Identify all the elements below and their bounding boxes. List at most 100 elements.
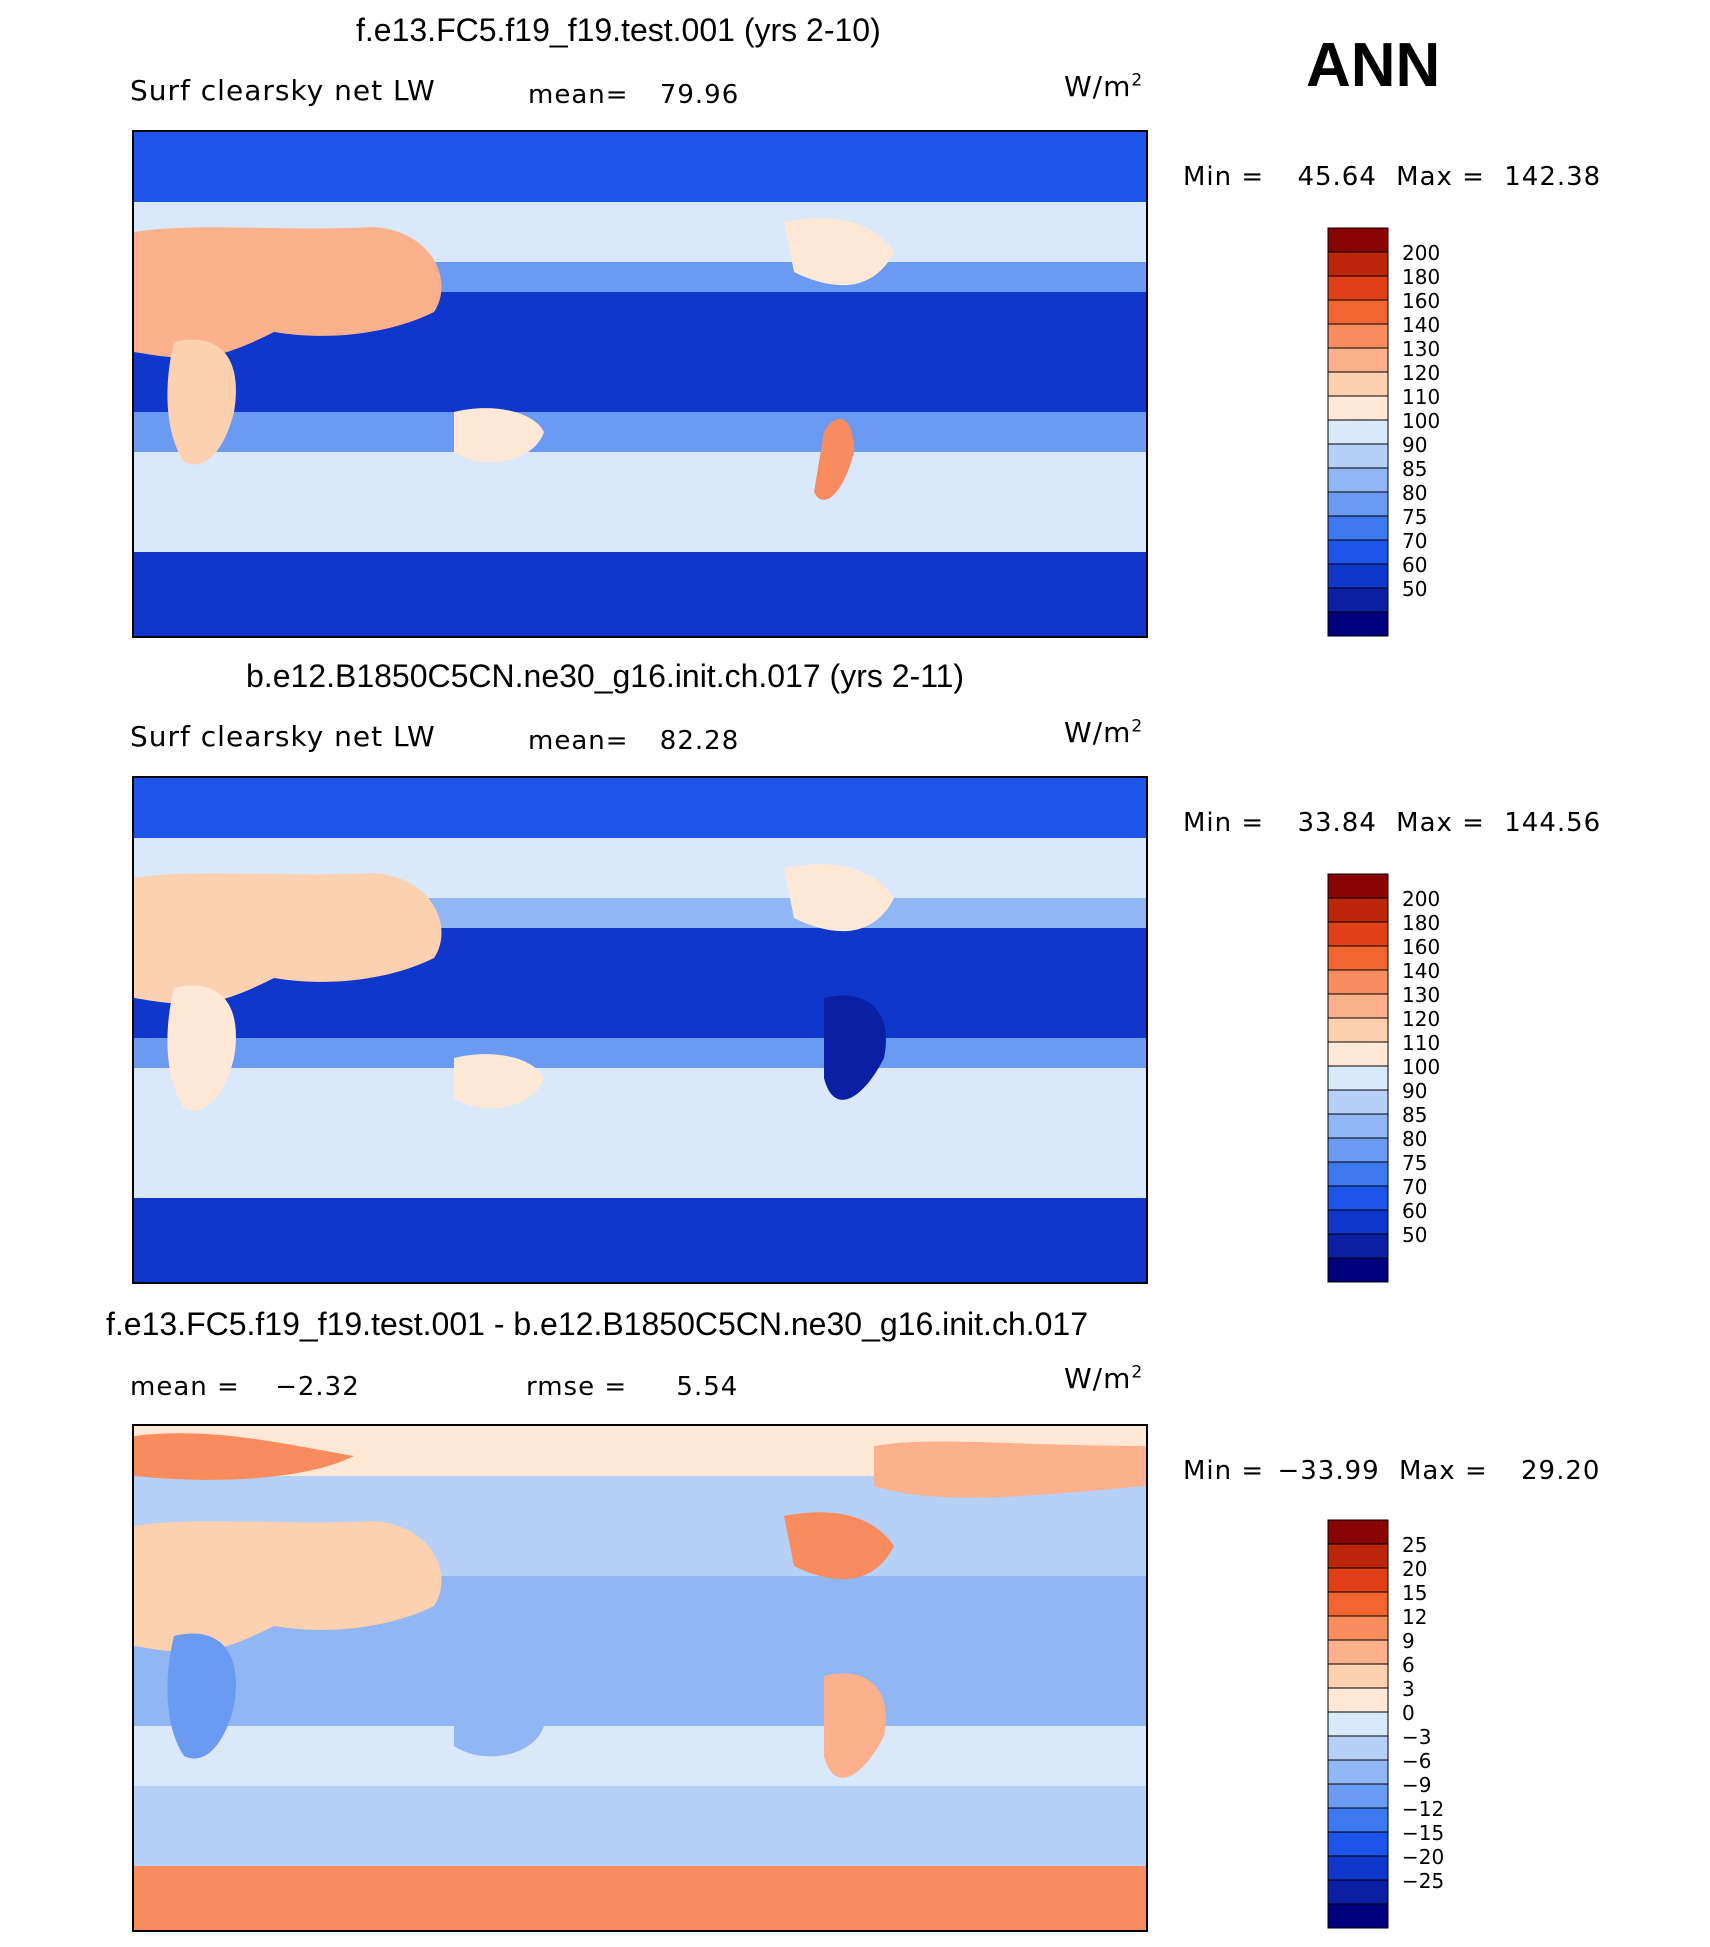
- colorbar-tick-label: 140: [1402, 959, 1440, 983]
- panel2-mean-value: 82.28: [659, 726, 740, 756]
- colorbar-tick-label: 0: [1402, 1701, 1415, 1725]
- panel3-siberia-warm: [134, 1433, 354, 1480]
- panel3-mean-label: mean =: [130, 1372, 240, 1402]
- season-label: ANN: [1306, 31, 1441, 100]
- panel3-mean-value: −2.32: [275, 1372, 360, 1402]
- panel1-units-text: W/m: [1064, 70, 1132, 103]
- colorbar-box: [1327, 587, 1389, 613]
- colorbar-tick-label: 180: [1402, 911, 1440, 935]
- panel1-units: W/m2: [1064, 70, 1143, 103]
- colorbar-tick-label: 15: [1402, 1581, 1427, 1605]
- panel2-eurasia-land: [134, 873, 442, 1004]
- panel1-min-value: 45.64: [1297, 162, 1377, 192]
- panel1-eurasia-land: [134, 227, 442, 358]
- colorbar-tick-label: 130: [1402, 337, 1440, 361]
- panel2-africa-land: [167, 985, 236, 1111]
- panel3-min-value: −33.99: [1277, 1456, 1380, 1486]
- panel1-variable: Surf clearsky net LW: [130, 74, 436, 107]
- colorbar-box: [1327, 873, 1389, 899]
- panel1-map-svg: [134, 132, 1146, 636]
- panel3-greenland-warm: [874, 1441, 1146, 1498]
- panel2-min-value: 33.84: [1297, 808, 1377, 838]
- colorbar-tick-label: −25: [1402, 1869, 1444, 1893]
- colorbar-box: [1327, 467, 1389, 493]
- colorbar-tick-label: 6: [1402, 1653, 1415, 1677]
- colorbar-tick-label: 90: [1402, 1079, 1427, 1103]
- panel2-units: W/m2: [1064, 716, 1143, 749]
- panel2-map-svg: [134, 778, 1146, 1282]
- colorbar-box: [1327, 395, 1389, 421]
- panel1-min-label: Min =: [1183, 162, 1265, 192]
- colorbar-box: [1327, 1879, 1389, 1905]
- panel3-samerica-land: [824, 1673, 886, 1778]
- panel2-mean-label: mean=: [528, 726, 629, 756]
- colorbar-tick-label: 160: [1402, 289, 1440, 313]
- colorbar-tick-label: 75: [1402, 505, 1427, 529]
- panel1-max-label: Max =: [1396, 162, 1485, 192]
- colorbar-box: [1327, 1903, 1389, 1929]
- panel2-arctic-band: [134, 778, 1146, 838]
- panel2-namerica-land: [784, 864, 894, 932]
- colorbar-box: [1327, 969, 1389, 995]
- colorbar-tick-label: 70: [1402, 1175, 1427, 1199]
- panel3-units: W/m2: [1064, 1362, 1143, 1395]
- colorbar-tick-label: 50: [1402, 577, 1427, 601]
- colorbar-box: [1327, 1687, 1389, 1713]
- panel3-australia-land: [454, 1702, 544, 1757]
- colorbar-box: [1327, 611, 1389, 637]
- panel3-mean: mean = −2.32: [130, 1372, 360, 1402]
- colorbar-box: [1327, 275, 1389, 301]
- panel2-units-sup: 2: [1131, 716, 1144, 737]
- panel1-title: f.e13.FC5.f19_f19.test.001 (yrs 2-10): [356, 12, 881, 48]
- colorbar-box: [1327, 323, 1389, 349]
- panel2-samerica-land: [824, 995, 886, 1100]
- colorbar-tick-label: 9: [1402, 1629, 1415, 1653]
- colorbar-box: [1327, 1257, 1389, 1283]
- panel3-units-sup: 2: [1131, 1362, 1144, 1383]
- colorbar-box: [1327, 1807, 1389, 1833]
- panel2-units-text: W/m: [1064, 716, 1132, 749]
- colorbar-box: [1327, 1759, 1389, 1785]
- panel2-min-label: Min =: [1183, 808, 1265, 838]
- colorbar-box: [1327, 1017, 1389, 1043]
- panel3-rmse-label: rmse =: [526, 1372, 628, 1402]
- colorbar-tick-label: 90: [1402, 433, 1427, 457]
- colorbar-tick-label: 80: [1402, 481, 1427, 505]
- panel3-south-band: [134, 1726, 1146, 1786]
- colorbar-tick-label: −12: [1402, 1797, 1444, 1821]
- colorbar-tick-label: 3: [1402, 1677, 1415, 1701]
- panel1-africa-land: [167, 339, 236, 465]
- colorbar-tick-label: 140: [1402, 313, 1440, 337]
- colorbar-box: [1327, 1855, 1389, 1881]
- panel3-map-svg: [134, 1426, 1146, 1930]
- panel1-mean-label: mean=: [528, 80, 629, 110]
- panel1-australia-land: [454, 408, 544, 463]
- colorbar-box: [1327, 1735, 1389, 1761]
- colorbar-box: [1327, 443, 1389, 469]
- colorbar-box: [1327, 347, 1389, 373]
- panel1-mean: mean= 79.96: [528, 80, 739, 110]
- colorbar-box: [1327, 1711, 1389, 1737]
- colorbar-box: [1327, 1065, 1389, 1091]
- colorbar-tick-label: 50: [1402, 1223, 1427, 1247]
- colorbar-box: [1327, 1639, 1389, 1665]
- panel3-colorbar: 25 20 15 12 9 6 3 0 −3 −6 −9 −12 −15 −20 −25: [1327, 1519, 1444, 1929]
- colorbar-box: [1327, 1663, 1389, 1689]
- colorbar-tick-label: 70: [1402, 529, 1427, 553]
- colorbar-tick-label: 85: [1402, 457, 1427, 481]
- colorbar-tick-label: 85: [1402, 1103, 1427, 1127]
- colorbar-box: [1327, 1233, 1389, 1259]
- panel2-map: [132, 776, 1148, 1284]
- colorbar-tick-label: −20: [1402, 1845, 1444, 1869]
- colorbar-box: [1327, 1137, 1389, 1163]
- colorbar-tick-label: −15: [1402, 1821, 1444, 1845]
- panel2-max-label: Max =: [1396, 808, 1485, 838]
- colorbar-box: [1327, 251, 1389, 277]
- colorbar-box: [1327, 1519, 1389, 1545]
- colorbar-tick-label: 120: [1402, 1007, 1440, 1031]
- colorbar-box: [1327, 515, 1389, 541]
- panel1-max-value: 142.38: [1504, 162, 1602, 192]
- colorbar-box: [1327, 227, 1389, 253]
